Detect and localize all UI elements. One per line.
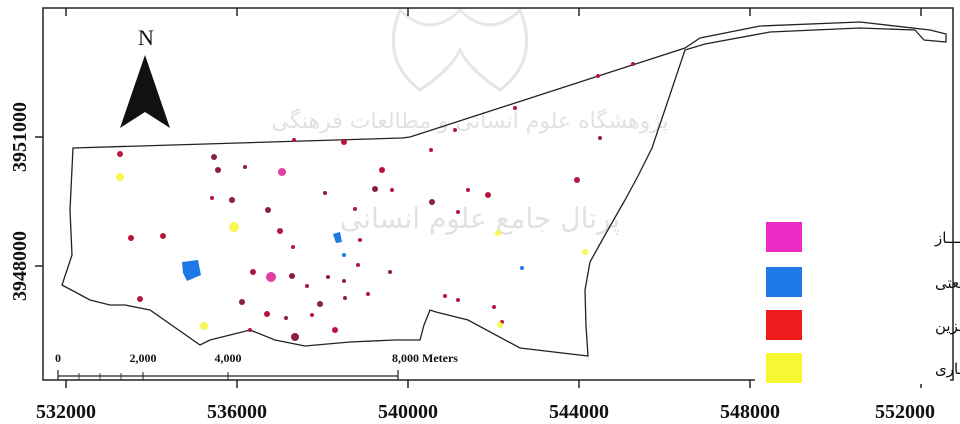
legend: محل ذخیره گـــــاز صـــــنعتی پمـــپ بــ… [755,214,960,384]
map-point [266,272,276,282]
y-axis-labels: 3951000 3948000 [9,102,31,301]
map-point [289,273,295,279]
legend-swatch-commercial [766,353,802,383]
map-point [332,327,338,333]
x-axis-labels: 532000 536000 540000 544000 548000 55200… [36,401,935,423]
map-point [284,316,288,320]
map-point [342,279,346,283]
scale-label-4000: 4,000 [215,351,242,365]
map-point [353,207,357,211]
map-point [305,284,309,288]
map-point [341,139,347,145]
map-point [342,253,346,257]
map-point [596,74,600,78]
watermark-emblem [391,7,529,92]
north-label: N [138,25,154,50]
map-point [239,299,245,305]
city-boundary [61,21,947,357]
map-point [429,148,433,152]
x-tick-540000: 540000 [378,401,438,423]
map-point [264,311,270,317]
map-point [310,313,314,317]
map-point [513,106,517,110]
x-tick-552000: 552000 [875,401,935,423]
legend-label-gas-station: پمـــپ بـــنزین [935,317,960,336]
map-point [443,294,447,298]
watermark-line-2: پرتال جامع علوم انسانی [340,202,620,235]
map-point [128,235,134,241]
left-ticks [35,136,43,267]
industrial-areas [182,232,342,281]
map-point [485,192,491,198]
map-point [211,154,217,160]
map-point [215,167,221,173]
map-point [137,296,143,302]
map-point [292,138,296,142]
map-point [574,177,580,183]
map-frame [42,7,954,381]
x-tick-536000: 536000 [207,401,267,423]
legend-label-commercial: تجـاری [935,360,960,378]
map-point [631,62,635,66]
legend-swatch-gas-storage [766,222,802,252]
map-point [520,266,524,270]
y-tick-3951000: 3951000 [9,102,31,172]
legend-label-industrial: صـــــنعتی [935,274,960,292]
map-point [456,298,460,302]
map-point [160,233,166,239]
map-point [117,151,123,157]
map-point [326,275,330,279]
x-tick-548000: 548000 [720,401,780,423]
map-point [466,188,470,192]
legend-label-gas-storage: محل ذخیره گـــــاز [934,229,960,247]
scale-bar: 0 2,000 4,000 8,000 Meters [55,351,458,380]
map-point [291,245,295,249]
scale-label-0: 0 [55,351,61,365]
map-point [317,301,323,307]
map-point [372,186,378,192]
scale-label-2000: 2,000 [130,351,157,365]
map-point [210,196,214,200]
legend-swatch-gas-station [766,310,802,340]
map-point [598,136,602,140]
commercial-areas [116,173,588,330]
map-point [291,333,299,341]
x-tick-532000: 532000 [36,401,96,423]
x-tick-544000: 544000 [549,401,609,423]
map-point [343,296,347,300]
watermark-line-1: پژوهشگاه علوم انسانی و مطالعات فرهنگی [271,108,668,134]
map-point [492,305,496,309]
map-point [429,199,435,205]
scale-label-8000: 8,000 Meters [392,351,458,365]
point-features [117,62,635,341]
y-tick-3948000: 3948000 [9,231,31,301]
map-point [358,238,362,242]
map-point [388,270,392,274]
legend-swatch-industrial [766,267,802,297]
map-point [278,168,286,176]
map-point [277,228,283,234]
map-point [356,263,360,267]
north-arrow: N [120,25,170,128]
map-point [453,128,457,132]
top-ticks [65,8,922,16]
map-point [379,167,385,173]
map-point [248,328,252,332]
map-point [265,207,271,213]
map-point [243,165,247,169]
map-point [456,210,460,214]
map-point [250,269,256,275]
map-point [390,188,394,192]
map-point [229,197,235,203]
map-point [366,292,370,296]
map-point [323,191,327,195]
